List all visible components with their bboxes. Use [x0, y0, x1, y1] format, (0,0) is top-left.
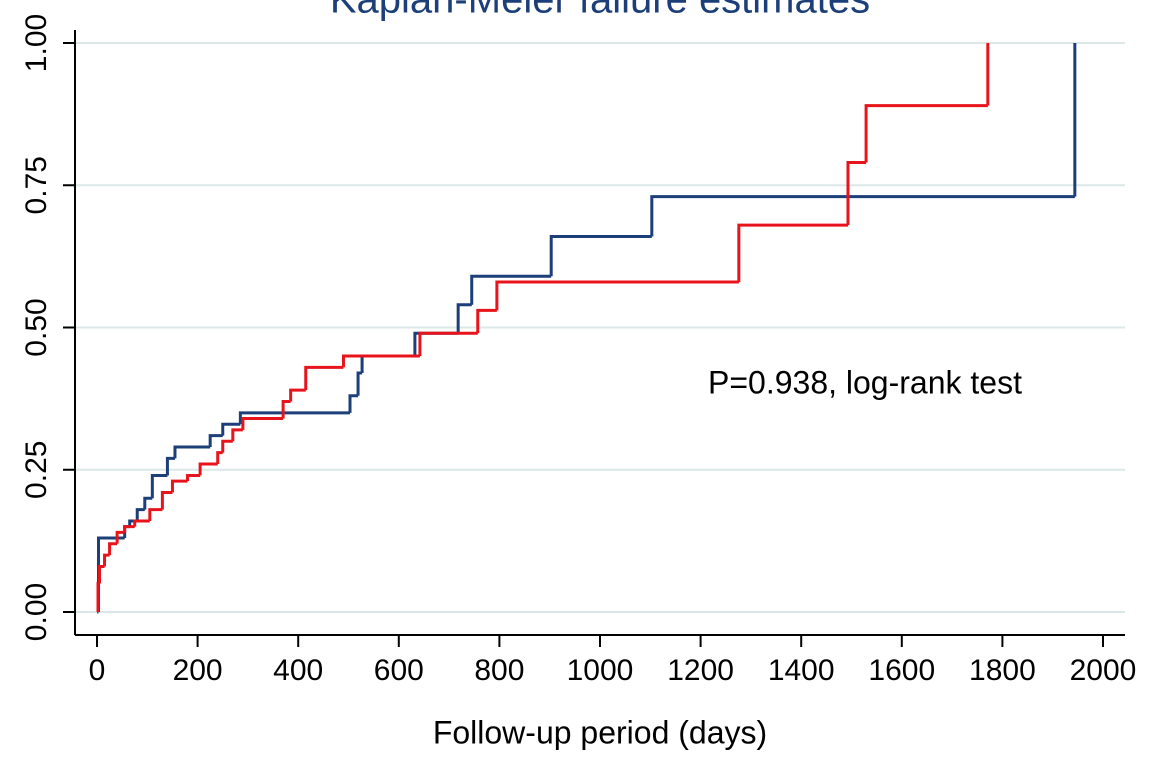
step-segment — [98, 564, 105, 584]
step-segment — [186, 473, 201, 482]
step-segment — [221, 422, 241, 436]
step-segment — [470, 274, 552, 305]
step-segment — [165, 456, 175, 476]
x-tick-label: 200 — [173, 654, 223, 687]
step-segment — [143, 496, 153, 510]
x-tick-label: 1400 — [768, 654, 835, 687]
step-segment — [241, 417, 284, 430]
step-segment — [115, 530, 125, 544]
step-segment — [103, 553, 110, 567]
step-segment — [238, 411, 351, 425]
step-segment — [160, 491, 173, 510]
step-segment — [846, 160, 867, 226]
step-segment — [123, 525, 135, 533]
y-tick-label: 0.75 — [20, 156, 53, 214]
step-segment — [304, 365, 344, 391]
x-tick-label: 600 — [374, 654, 424, 687]
step-segment — [133, 519, 150, 527]
x-tick-label: 400 — [273, 654, 323, 687]
y-tick-label: 0.50 — [20, 298, 53, 356]
step-segment — [150, 473, 168, 499]
chart-title: Kaplan-Meier failure estimates — [330, 0, 870, 22]
y-tick-label: 0.00 — [20, 583, 53, 641]
km-curve — [96, 43, 990, 614]
step-segment — [341, 354, 420, 368]
y-tick-label: 1.00 — [20, 14, 53, 72]
step-segment — [289, 388, 306, 402]
step-segment — [108, 542, 118, 556]
x-tick-label: 2000 — [1070, 654, 1137, 687]
step-segment — [356, 371, 363, 396]
step-segment — [476, 308, 497, 334]
step-segment — [198, 462, 218, 476]
annotation: P=0.938, log-rank test — [708, 364, 1022, 400]
step-segment — [208, 434, 223, 447]
step-segment — [173, 445, 211, 459]
step-segment — [97, 536, 125, 612]
step-segment — [216, 451, 223, 465]
step-segment — [650, 195, 1075, 237]
x-tick-label: 1800 — [969, 654, 1036, 687]
step-segment — [495, 280, 739, 311]
step-segment — [549, 234, 652, 277]
x-tick-label: 800 — [474, 654, 524, 687]
step-segment — [281, 399, 291, 419]
step-segment — [418, 331, 478, 356]
x-tick-label: 1200 — [667, 654, 734, 687]
x-tick-label: 1000 — [567, 654, 634, 687]
step-segment — [348, 394, 359, 413]
x-tick-label: 1600 — [868, 654, 935, 687]
step-segment — [864, 104, 988, 163]
y-tick-label: 0.25 — [20, 441, 53, 499]
step-segment — [231, 428, 243, 442]
step-segment — [96, 582, 100, 612]
step-segment — [170, 479, 188, 493]
step-segment — [221, 439, 233, 453]
x-axis-label: Follow-up period (days) — [433, 714, 767, 750]
step-segment — [737, 223, 848, 282]
step-segment — [135, 508, 145, 521]
step-segment — [456, 303, 472, 334]
x-tick-label: 0 — [89, 654, 106, 687]
step-segment — [360, 354, 415, 374]
step-segment — [148, 508, 163, 521]
